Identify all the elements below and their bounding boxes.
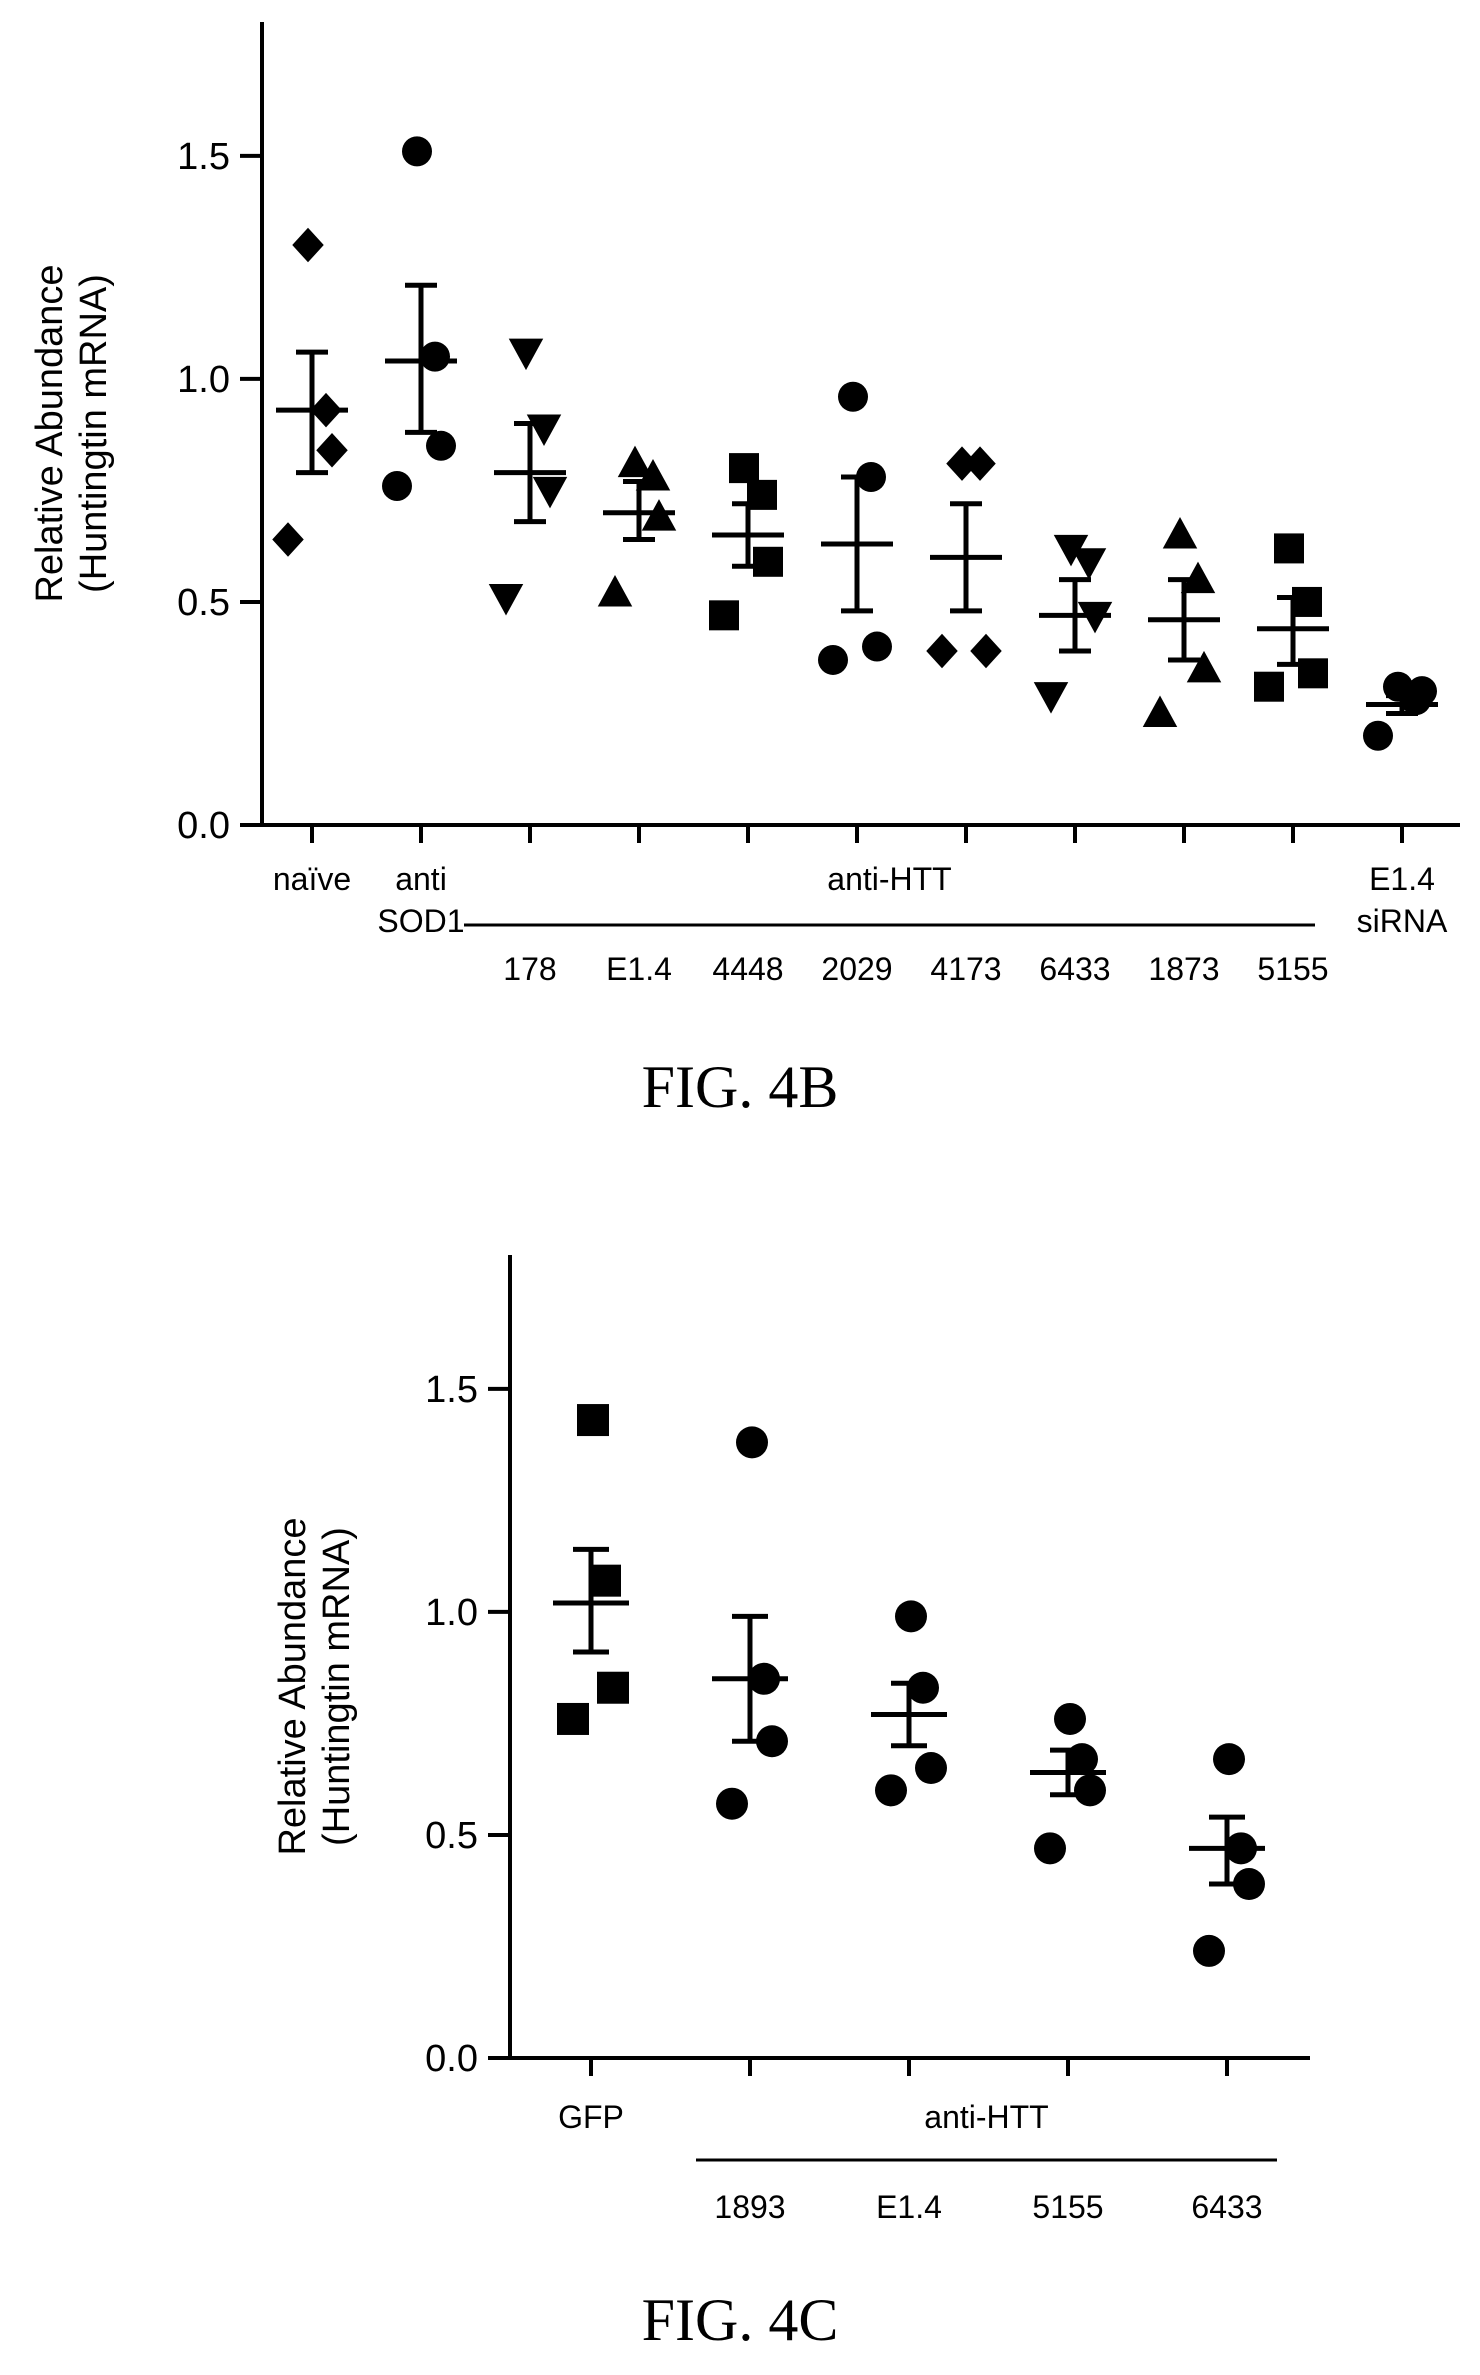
data-point (292, 227, 324, 263)
category-label: E1.4 (606, 951, 672, 987)
y-tick-label: 0.0 (425, 2038, 478, 2080)
y-tick-label: 1.0 (177, 359, 230, 401)
data-point (532, 476, 568, 509)
data-point (597, 1671, 629, 1704)
category-label: 5155 (1257, 951, 1328, 987)
category-label: SOD1 (377, 903, 464, 939)
chart-fig-4b: 0.0 0.5 1.0 1.5 Relative Abundance (Huntingti… (29, 22, 1460, 1120)
data-point (272, 522, 304, 557)
data-point (488, 583, 524, 616)
category-label: 4173 (930, 951, 1001, 987)
chart-fig-4c: 0.0 0.5 1.0 1.5 Relative Abundance (Huntingti… (272, 1255, 1310, 2353)
category-label: GFP (558, 2099, 624, 2135)
data-point (964, 446, 996, 481)
category-label: naïve (273, 861, 351, 897)
data-point (1186, 650, 1222, 683)
figure-caption: FIG. 4C (642, 2287, 839, 2353)
y-axis-label: (Huntingtin mRNA) (73, 274, 115, 593)
data-point (709, 600, 739, 631)
data-point (838, 381, 868, 412)
y-axis-label: Relative Abundance (29, 264, 71, 602)
data-point (1213, 1743, 1245, 1776)
data-point (1034, 1832, 1066, 1865)
category-label: 1873 (1148, 951, 1219, 987)
y-tick-label: 1.0 (425, 1592, 478, 1634)
data-point (1054, 1702, 1086, 1735)
data-point (818, 644, 848, 675)
data-point (597, 575, 633, 607)
data-point (316, 433, 348, 468)
category-label: anti (395, 861, 447, 897)
data-point (382, 470, 412, 501)
data-point (1142, 695, 1178, 727)
figure-caption: FIG. 4B (642, 1054, 839, 1120)
data-point (753, 546, 783, 577)
data-point (736, 1426, 768, 1459)
data-point (617, 445, 653, 478)
axis-lines (508, 1255, 1310, 2060)
data-point (557, 1702, 589, 1735)
data-point (729, 453, 759, 484)
category-label: 5155 (1032, 2189, 1103, 2225)
data-point (875, 1774, 907, 1807)
category-label: siRNA (1357, 903, 1448, 939)
data-point (426, 430, 456, 461)
group-label: anti-HTT (827, 861, 951, 897)
data-point (1407, 676, 1437, 707)
data-point (508, 338, 544, 371)
y-tick-label: 1.5 (177, 136, 230, 178)
data-point (1233, 1868, 1265, 1901)
data-point (895, 1600, 927, 1633)
data-point (589, 1564, 621, 1597)
data-point (1071, 548, 1107, 580)
category-label: E1.4 (876, 2189, 942, 2225)
data-point (1162, 517, 1198, 549)
y-axis-label: Relative Abundance (272, 1517, 314, 1855)
y-axis-label: (Huntingtin mRNA) (316, 1527, 358, 1846)
data-point (402, 136, 432, 167)
category-label: 6433 (1039, 951, 1110, 987)
category-label: 4448 (712, 951, 783, 987)
data-point (915, 1752, 947, 1785)
data-point (926, 633, 958, 669)
data-point (1363, 720, 1393, 751)
data-point (1254, 671, 1284, 702)
data-point (716, 1787, 748, 1820)
category-label: 2029 (821, 951, 892, 987)
data-point (1033, 682, 1069, 714)
group-label: anti-HTT (924, 2099, 1048, 2135)
category-label: 178 (503, 951, 556, 987)
data-point (420, 341, 450, 372)
data-point (1193, 1934, 1225, 1967)
axis-lines (260, 22, 1460, 827)
y-tick-label: 0.5 (425, 1815, 478, 1857)
data-point (1053, 534, 1089, 567)
data-point (946, 446, 978, 481)
data-point (907, 1671, 939, 1704)
data-point (756, 1725, 788, 1758)
data-point (1292, 586, 1322, 617)
data-point (862, 631, 892, 662)
data-point (1274, 533, 1304, 564)
data-point (577, 1404, 609, 1437)
category-label: 1893 (714, 2189, 785, 2225)
data-point (970, 633, 1002, 669)
category-label: E1.4 (1369, 861, 1435, 897)
data-point (1074, 1774, 1106, 1807)
category-label: 6433 (1191, 2189, 1262, 2225)
y-tick-label: 0.0 (177, 805, 230, 847)
y-tick-label: 0.5 (177, 582, 230, 624)
y-tick-label: 1.5 (425, 1369, 478, 1411)
